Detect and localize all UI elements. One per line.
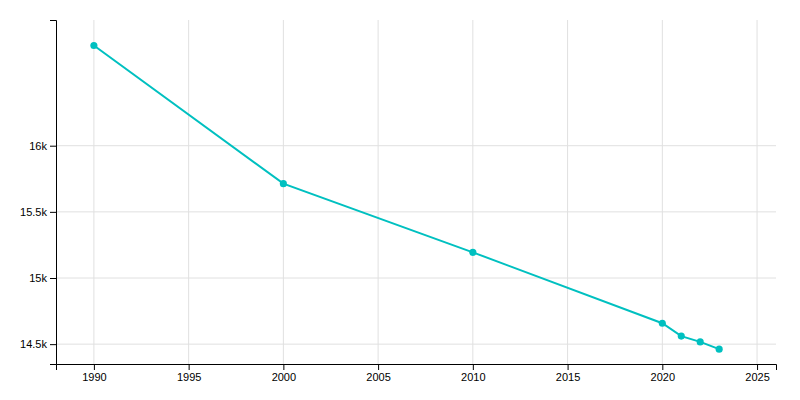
grid-line-x: [283, 20, 284, 364]
y-tick-label: 16k: [29, 140, 47, 152]
y-axis-line: [50, 21, 57, 365]
grid-line-y: [56, 278, 776, 279]
x-tick: 2025: [745, 364, 769, 383]
x-tick: 2000: [272, 364, 296, 383]
marks: [90, 42, 722, 353]
x-tick: 2020: [651, 364, 675, 383]
grid-line-x: [757, 20, 758, 364]
grid-line-x: [662, 20, 663, 364]
grid-line-y: [56, 211, 776, 212]
y-tick-mark: [50, 344, 56, 345]
chart-container: 1990 1995 2000 2005 2010 2015 2020 2025 14.5k 15k…: [0, 0, 800, 400]
line: [94, 46, 719, 350]
y-tick: 15.5k: [20, 206, 56, 218]
point: [280, 180, 287, 187]
y-tick: 14.5k: [20, 338, 56, 350]
x-tick-label: 2020: [651, 371, 675, 383]
grid-line-x: [378, 20, 379, 364]
x-tick-label: 1995: [177, 371, 201, 383]
grid-line-y: [56, 145, 776, 146]
y-tick-label: 15.5k: [20, 206, 47, 218]
chart-svg: 1990 1995 2000 2005 2010 2015 2020 2025 14.5k 15k…: [0, 0, 800, 400]
grid-line-x: [188, 20, 189, 364]
x-tick: 2010: [461, 364, 485, 383]
x-tick: 1995: [177, 364, 201, 383]
x-tick-label: 2005: [366, 371, 390, 383]
x-tick-mark: [189, 364, 190, 370]
x-tick-label: 2010: [461, 371, 485, 383]
plot-area: 1990 1995 2000 2005 2010 2015 2020 2025 14.5k 15k…: [20, 20, 776, 383]
y-tick-mark: [50, 212, 56, 213]
y-tick: 15k: [29, 272, 56, 284]
x-tick-mark: [378, 364, 379, 370]
x-tick: 2015: [556, 364, 580, 383]
point: [469, 249, 476, 256]
y-tick-mark: [50, 278, 56, 279]
x-tick-label: 2000: [272, 371, 296, 383]
grid-line-x: [567, 20, 568, 364]
x-tick: 2005: [366, 364, 390, 383]
grid-line-x: [93, 20, 94, 364]
y-tick-mark: [50, 146, 56, 147]
point: [678, 333, 685, 340]
grid: [56, 20, 776, 364]
x-tick-label: 2015: [556, 371, 580, 383]
grid-line-y: [56, 344, 776, 345]
point: [90, 42, 97, 49]
point: [659, 320, 666, 327]
y-tick-label: 15k: [29, 272, 47, 284]
x-tick-mark: [568, 364, 569, 370]
x-tick-mark: [757, 364, 758, 370]
point: [716, 346, 723, 353]
x-tick-label: 2025: [745, 371, 769, 383]
grid-line-x: [472, 20, 473, 364]
y-axis: 14.5k 15k 15.5k 16k: [20, 21, 56, 365]
x-tick-label: 1990: [82, 371, 106, 383]
x-axis-line: [57, 365, 777, 371]
y-tick-label: 14.5k: [20, 338, 47, 350]
point: [697, 338, 704, 345]
x-tick-mark: [473, 364, 474, 370]
x-tick-mark: [94, 364, 95, 370]
x-tick-mark: [283, 364, 284, 370]
x-tick-mark: [662, 364, 663, 370]
y-tick: 16k: [29, 140, 56, 152]
x-axis: 1990 1995 2000 2005 2010 2015 2020 2025: [57, 364, 777, 383]
x-tick: 1990: [82, 364, 106, 383]
